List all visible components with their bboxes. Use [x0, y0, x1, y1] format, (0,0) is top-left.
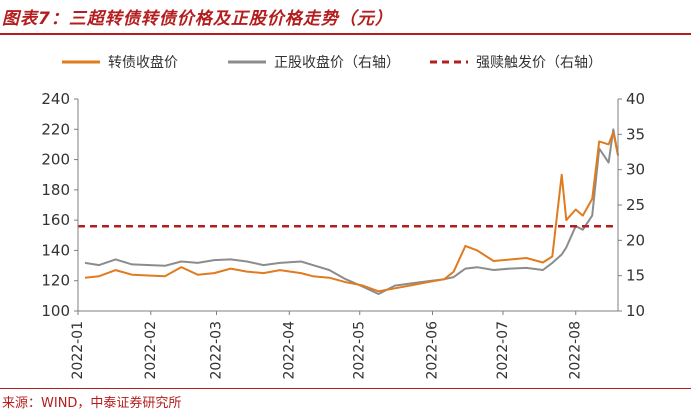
y-left-tick-label: 140	[41, 241, 70, 259]
stock-price-line	[84, 128, 619, 295]
x-tick-label: 2022-01	[70, 321, 86, 380]
x-tick-label: 2022-02	[143, 321, 159, 380]
y-right-tick-label: 20	[626, 231, 645, 249]
bond-price-line	[84, 131, 619, 293]
x-tick-label: 2022-08	[568, 321, 584, 380]
y-right-tick-label: 30	[626, 161, 645, 179]
y-right-tick-label: 35	[626, 125, 645, 143]
y-right-tick-label: 15	[626, 267, 645, 285]
title-divider	[0, 33, 691, 35]
legend-bond-label: 转债收盘价	[108, 54, 178, 71]
x-tick-label: 2022-07	[495, 321, 511, 380]
page-title: 图表7：三超转债转债价格及正股价格走势（元）	[2, 9, 393, 29]
price-chart: 转债收盘价 正股收盘价（右轴） 强赎触发价（右轴） 100 120 140 160 180 2…	[41, 54, 645, 380]
axes: 100 120 140 160 180 200 220 240 10 15 20 25 30 35 40 20…	[41, 90, 645, 380]
legend-stock-label: 正股收盘价（右轴）	[274, 54, 400, 71]
series-lines	[78, 128, 619, 295]
y-left-tick-label: 120	[41, 272, 70, 290]
x-tick-label: 2022-05	[352, 321, 368, 380]
x-tick-label: 2022-04	[281, 321, 297, 380]
y-left-tick-label: 100	[41, 302, 70, 320]
y-left-tick-label: 180	[41, 181, 70, 199]
legend-trigger-label: 强赎触发价（右轴）	[476, 54, 602, 71]
source-note: 来源：WIND，中泰证券研究所	[2, 396, 182, 411]
y-right-tick-label: 25	[626, 196, 645, 214]
footer-divider	[0, 388, 691, 389]
y-right-tick-label: 10	[626, 302, 645, 320]
legend: 转债收盘价 正股收盘价（右轴） 强赎触发价（右轴）	[62, 54, 602, 71]
y-left-tick-label: 220	[41, 120, 70, 138]
y-right-tick-label: 40	[626, 90, 645, 108]
y-left-tick-label: 200	[41, 151, 70, 169]
y-left-tick-label: 160	[41, 211, 70, 229]
y-left-tick-label: 240	[41, 90, 70, 108]
x-tick-label: 2022-03	[209, 321, 225, 380]
x-tick-label: 2022-06	[425, 321, 441, 380]
